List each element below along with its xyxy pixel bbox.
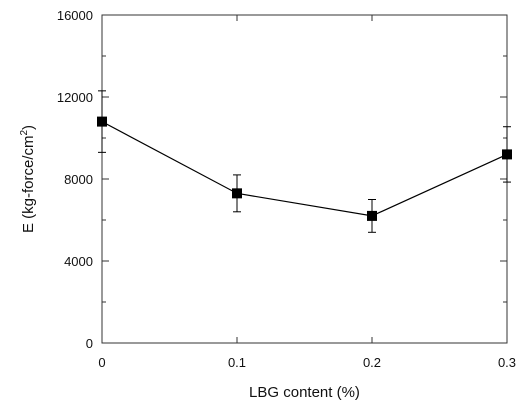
y-tick-label: 0 [86, 336, 93, 351]
data-point [97, 116, 107, 127]
x-axis-ticks [101, 15, 508, 343]
y-axis-ticks [102, 14, 507, 344]
x-tick-label: 0 [98, 355, 105, 370]
y-axis-tick-labels: 0 4000 8000 12000 16000 [57, 8, 93, 351]
x-axis-label: LBG content (%) [249, 384, 360, 401]
data-point [232, 188, 242, 199]
series [97, 90, 512, 233]
y-axis-label: E (kg-force/cm2) [19, 125, 37, 233]
x-tick-label: 0.2 [363, 355, 381, 370]
x-tick-label: 0.3 [498, 355, 516, 370]
data-point [502, 149, 512, 160]
x-axis-tick-labels: 0 0.1 0.2 0.3 [98, 355, 516, 370]
y-tick-label: 8000 [64, 172, 93, 187]
series-line [101, 121, 508, 217]
plot-frame [101, 14, 508, 344]
y-tick-label: 16000 [57, 8, 93, 23]
y-axis-label-suffix: ) [20, 125, 37, 130]
x-tick-label: 0.1 [228, 355, 246, 370]
y-axis-label-prefix: E (kg-force/cm [20, 136, 37, 234]
y-axis-label-superscript: 2 [19, 130, 30, 136]
data-point [367, 210, 377, 221]
y-tick-label: 12000 [57, 90, 93, 105]
y-tick-label: 4000 [64, 254, 93, 269]
